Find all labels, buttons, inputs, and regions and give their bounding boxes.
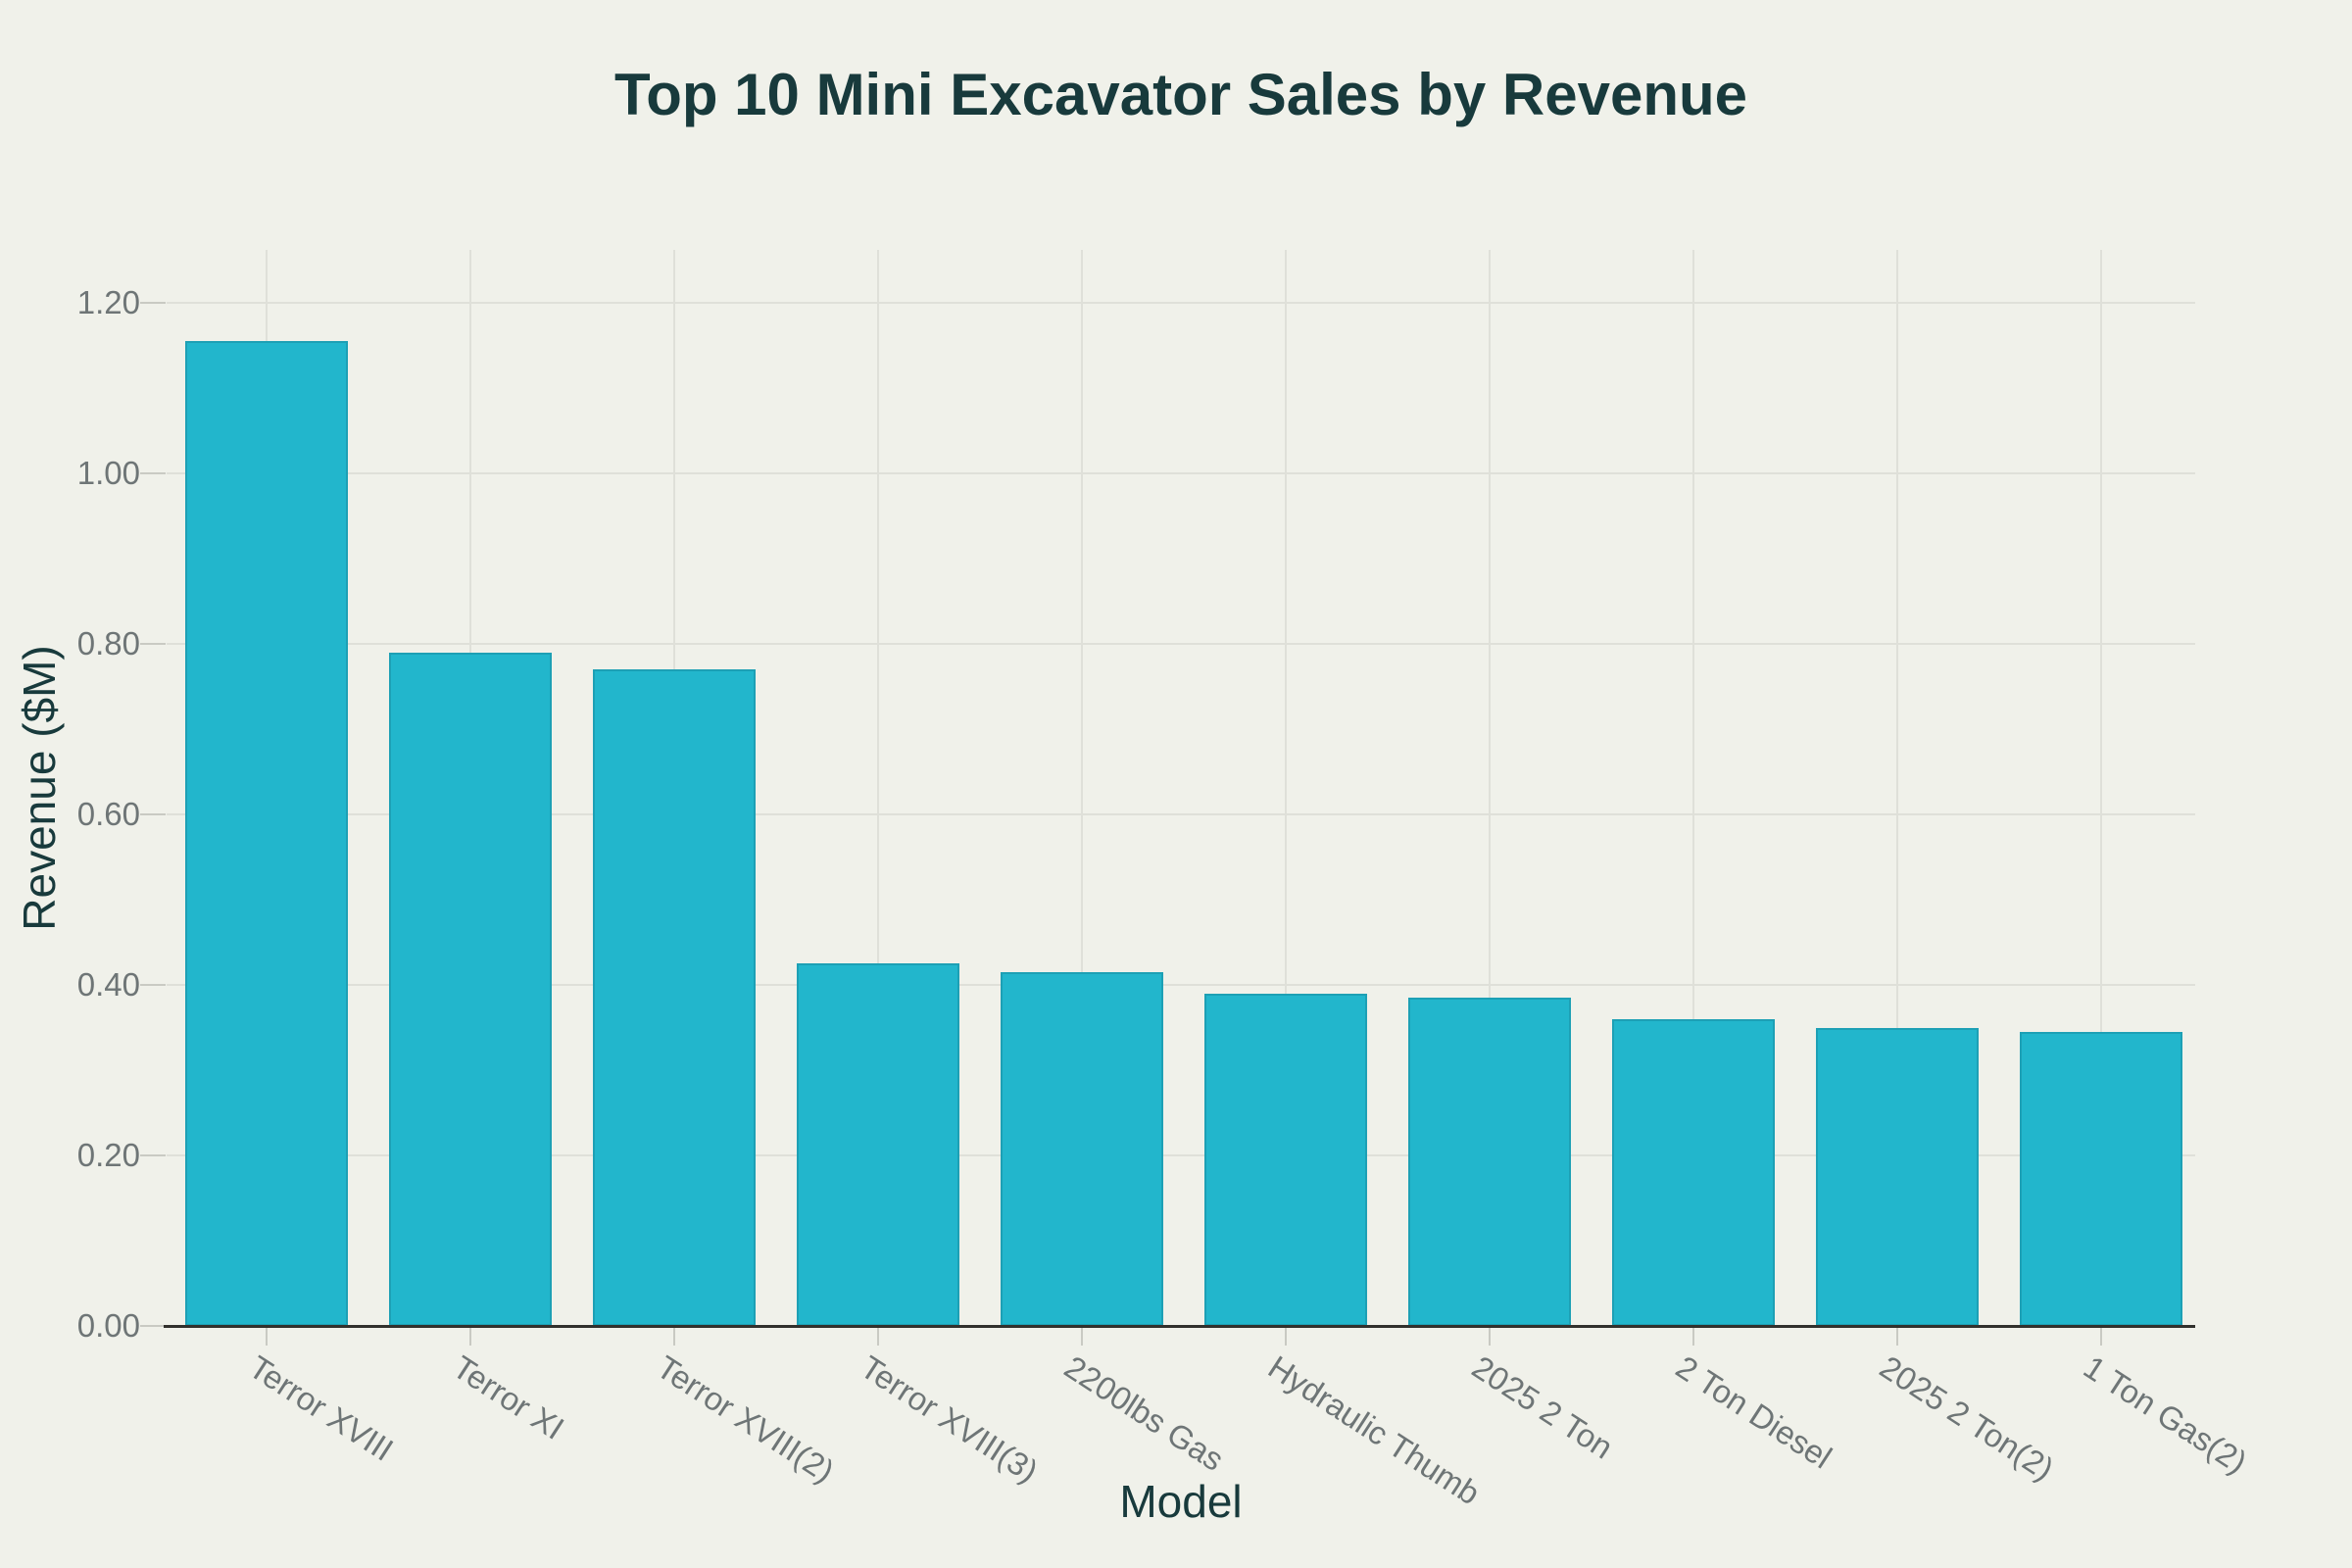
y-tick-label: 0.60 <box>76 796 140 832</box>
x-tick-label: 1 Ton Gas(2) <box>2077 1348 2254 1481</box>
x-tick-mark <box>266 1328 268 1346</box>
v-gridline <box>1489 250 1491 1326</box>
v-gridline <box>877 250 879 1326</box>
bar <box>797 963 959 1326</box>
x-tick-mark <box>1489 1328 1491 1346</box>
y-tick-mark <box>140 813 166 815</box>
y-tick-label: 0.80 <box>76 625 140 662</box>
y-tick-label: 0.00 <box>76 1307 140 1344</box>
x-tick-mark <box>673 1328 675 1346</box>
x-tick-label: Terror XI <box>446 1348 571 1446</box>
x-tick-mark <box>877 1328 879 1346</box>
v-gridline <box>1081 250 1083 1326</box>
h-gridline <box>167 472 2195 474</box>
y-tick-mark <box>140 1154 166 1156</box>
y-tick-mark <box>140 643 166 645</box>
h-gridline <box>167 302 2195 304</box>
h-gridline <box>167 1154 2195 1156</box>
h-gridline <box>167 813 2195 815</box>
y-tick-mark <box>140 1325 166 1327</box>
x-tick-label: Terror XVIII(2) <box>650 1348 841 1490</box>
chart-title: Top 10 Mini Excavator Sales by Revenue <box>614 62 1747 127</box>
y-tick-label: 1.00 <box>76 455 140 491</box>
v-gridline <box>1285 250 1287 1326</box>
y-tick-mark <box>140 984 166 986</box>
bar <box>2020 1031 2182 1326</box>
bar <box>1408 998 1571 1326</box>
x-tick-label: 2025 2 Ton(2) <box>1873 1348 2061 1488</box>
x-tick-label: 2 Ton Diesel <box>1669 1348 1838 1476</box>
h-gridline <box>167 643 2195 645</box>
v-gridline <box>1692 250 1694 1326</box>
x-axis-line <box>164 1325 2195 1328</box>
y-tick-mark <box>140 472 166 474</box>
x-tick-label: Terror XVIII(3) <box>854 1348 1045 1490</box>
v-gridline <box>2100 250 2102 1326</box>
x-tick-mark <box>2100 1328 2102 1346</box>
x-tick-mark <box>469 1328 471 1346</box>
y-tick-label: 1.20 <box>76 284 140 320</box>
bar <box>185 341 348 1326</box>
x-tick-label: 2200lbs Gas <box>1057 1348 1231 1478</box>
x-tick-label: 2025 2 Ton <box>1465 1348 1620 1466</box>
x-axis-title: Model <box>1119 1476 1243 1527</box>
x-tick-label: Terror XVIII <box>242 1348 400 1468</box>
y-tick-mark <box>140 302 166 304</box>
y-tick-label: 0.20 <box>76 1137 140 1173</box>
x-tick-mark <box>1692 1328 1694 1346</box>
v-gridline <box>1896 250 1898 1326</box>
x-tick-label: Hydraulic Thumb <box>1261 1348 1487 1512</box>
x-tick-mark <box>1081 1328 1083 1346</box>
bar <box>593 669 756 1326</box>
x-tick-mark <box>1285 1328 1287 1346</box>
bar <box>1001 971 1163 1326</box>
y-tick-label: 0.40 <box>76 966 140 1003</box>
h-gridline <box>167 984 2195 986</box>
bar <box>1612 1018 1775 1326</box>
x-tick-mark <box>1896 1328 1898 1346</box>
bar <box>1204 993 1367 1326</box>
bar <box>389 652 552 1326</box>
bar <box>1816 1027 1979 1326</box>
